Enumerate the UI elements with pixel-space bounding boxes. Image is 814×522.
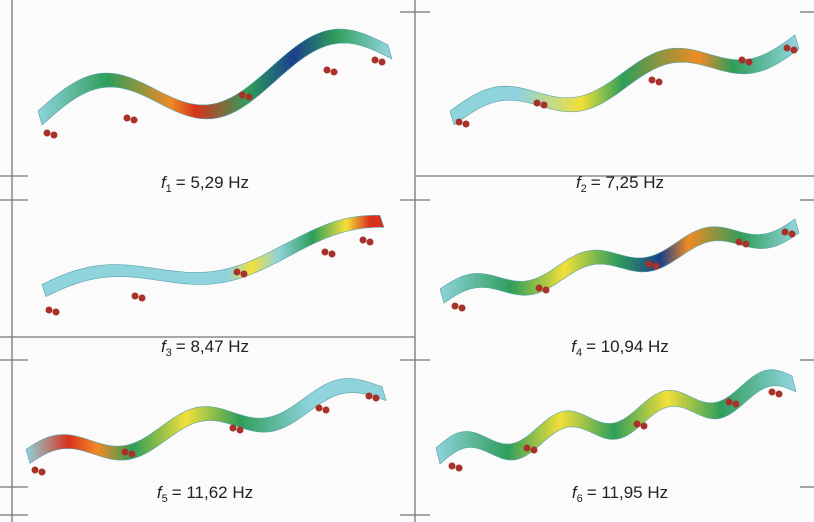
support <box>791 47 798 54</box>
support <box>776 391 783 398</box>
support <box>329 251 336 258</box>
support <box>230 425 237 432</box>
support <box>122 449 129 456</box>
support <box>129 451 136 458</box>
support <box>653 263 660 270</box>
support <box>44 130 51 137</box>
support <box>524 445 531 452</box>
mode-index: 2 <box>581 183 587 195</box>
support <box>736 239 743 246</box>
support <box>323 407 330 414</box>
support <box>324 67 331 74</box>
mode-index: 4 <box>576 347 582 359</box>
support <box>531 447 538 454</box>
support <box>733 401 740 408</box>
support <box>646 261 653 268</box>
frequency-label: f4= 10,94 Hz <box>571 337 669 359</box>
support <box>456 119 463 126</box>
support <box>459 305 466 312</box>
support <box>234 269 241 276</box>
support <box>379 59 386 66</box>
support <box>743 241 750 248</box>
support <box>360 237 367 244</box>
support <box>373 395 380 402</box>
mode-index: 5 <box>162 493 168 505</box>
support <box>331 69 338 76</box>
support <box>124 115 131 122</box>
support <box>237 427 244 434</box>
support <box>39 469 46 476</box>
support <box>746 59 753 66</box>
support <box>784 45 791 52</box>
support <box>246 94 253 101</box>
mode-index: 1 <box>166 183 172 195</box>
support <box>239 92 246 99</box>
support <box>132 293 139 300</box>
frequency-label: f5= 11,62 Hz <box>157 483 253 505</box>
support <box>449 463 456 470</box>
support <box>316 405 323 412</box>
support <box>726 399 733 406</box>
support <box>456 465 463 472</box>
frequency-value: = 10,94 Hz <box>586 337 669 356</box>
frequency-value: = 7,25 Hz <box>591 173 664 192</box>
mode-index: 3 <box>166 347 172 359</box>
support <box>53 309 60 316</box>
frequency-value: = 5,29 Hz <box>176 173 249 192</box>
support <box>46 307 53 314</box>
support <box>139 295 146 302</box>
support <box>534 100 541 107</box>
support <box>782 229 789 236</box>
support <box>367 239 374 246</box>
support <box>372 57 379 64</box>
support <box>452 303 459 310</box>
support <box>789 231 796 238</box>
support <box>543 287 550 294</box>
support <box>536 285 543 292</box>
support <box>366 393 373 400</box>
frequency-label: f6= 11,95 Hz <box>572 483 668 505</box>
support <box>656 79 663 86</box>
support <box>649 77 656 84</box>
support <box>322 249 329 256</box>
support <box>32 467 39 474</box>
frequency-value: = 11,95 Hz <box>587 483 668 502</box>
support <box>51 132 58 139</box>
support <box>541 102 548 109</box>
mode-index: 6 <box>577 493 583 505</box>
support <box>463 121 470 128</box>
frequency-value: = 8,47 Hz <box>176 337 249 356</box>
frequency-value: = 11,62 Hz <box>172 483 253 502</box>
support <box>131 117 138 124</box>
support <box>769 389 776 396</box>
support <box>641 423 648 430</box>
support <box>241 271 248 278</box>
mode-shape-figure: f1= 5,29 Hzf2= 7,25 Hzf3= 8,47 Hzf4= 10,… <box>0 0 814 522</box>
support <box>634 421 641 428</box>
support <box>739 57 746 64</box>
